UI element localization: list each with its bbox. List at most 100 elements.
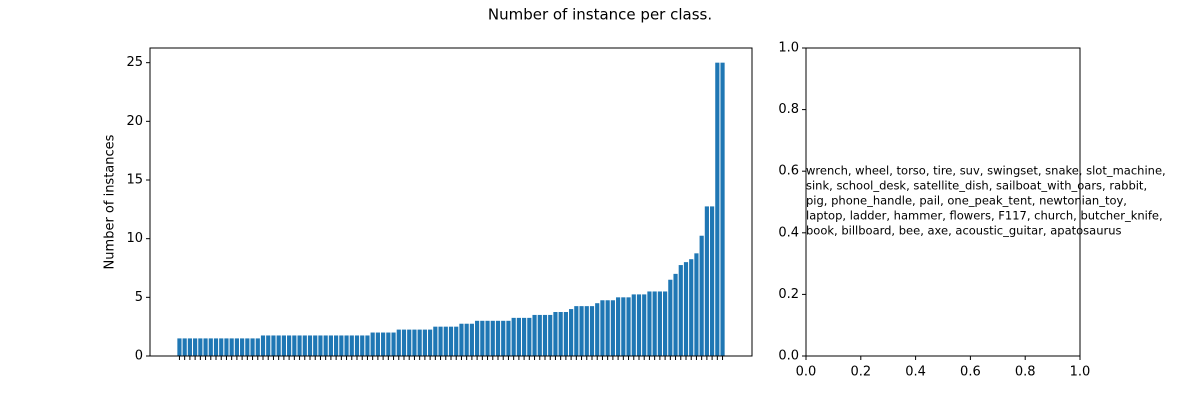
bar bbox=[715, 62, 720, 357]
bar bbox=[475, 320, 480, 356]
bar bbox=[213, 338, 219, 356]
x-tick-label: 0.8 bbox=[1015, 365, 1036, 380]
bar bbox=[537, 314, 542, 356]
bar bbox=[501, 320, 506, 356]
bar bbox=[313, 335, 318, 356]
x-tick-label: 1.0 bbox=[1070, 365, 1091, 380]
bar bbox=[339, 335, 344, 356]
bar bbox=[245, 338, 250, 356]
bar bbox=[663, 291, 668, 356]
bar bbox=[490, 320, 495, 356]
bar bbox=[673, 273, 678, 356]
bar bbox=[636, 294, 642, 356]
figure-title: Number of instance per class. bbox=[488, 6, 712, 24]
bar bbox=[454, 326, 459, 356]
x-tick-label: 0.2 bbox=[850, 365, 871, 380]
bar bbox=[657, 291, 662, 356]
bar bbox=[255, 338, 260, 356]
bar bbox=[407, 329, 412, 356]
y-tick-label: 10 bbox=[126, 231, 143, 246]
y-tick-label: 5 bbox=[135, 290, 143, 305]
bar bbox=[589, 306, 595, 356]
bar bbox=[396, 329, 401, 356]
bar bbox=[595, 303, 600, 356]
y-tick-label: 0.2 bbox=[778, 287, 799, 302]
bar bbox=[260, 335, 266, 356]
bar bbox=[720, 62, 725, 357]
bar bbox=[631, 294, 636, 356]
y-tick-label: 20 bbox=[126, 114, 143, 129]
bar bbox=[704, 206, 709, 356]
bar bbox=[647, 291, 652, 356]
bar bbox=[464, 323, 469, 356]
bar bbox=[485, 320, 490, 356]
bar bbox=[621, 297, 626, 356]
bar bbox=[234, 338, 239, 356]
bar bbox=[469, 323, 474, 356]
bar bbox=[689, 259, 694, 356]
bar bbox=[616, 297, 621, 356]
annotation: wrench, wheel, torso, tire, suv, swingse… bbox=[806, 164, 1166, 178]
bar bbox=[443, 326, 448, 356]
bar bbox=[292, 335, 297, 356]
bar bbox=[532, 314, 537, 356]
y-axis-label: Number of instances bbox=[103, 134, 118, 269]
bar bbox=[177, 338, 182, 356]
bar bbox=[307, 335, 313, 356]
bar bbox=[334, 335, 339, 356]
bar bbox=[229, 338, 234, 356]
bar bbox=[579, 306, 584, 356]
bar bbox=[281, 335, 286, 356]
bar bbox=[605, 300, 610, 356]
bar bbox=[574, 306, 579, 356]
bar bbox=[610, 300, 615, 356]
bar bbox=[417, 329, 422, 356]
bar bbox=[412, 329, 417, 356]
bar bbox=[699, 235, 704, 356]
bar bbox=[542, 314, 548, 356]
bar bbox=[506, 320, 511, 356]
bar bbox=[198, 338, 203, 356]
bar bbox=[428, 329, 433, 356]
bar bbox=[381, 332, 386, 356]
bar bbox=[459, 323, 464, 356]
bar bbox=[668, 279, 673, 356]
bar bbox=[678, 265, 683, 356]
bar bbox=[480, 320, 485, 356]
bar bbox=[240, 338, 245, 356]
bar bbox=[360, 335, 365, 356]
bar bbox=[694, 253, 699, 356]
y-tick-label: 0.6 bbox=[778, 164, 799, 179]
annotation: sink, school_desk, satellite_dish, sailb… bbox=[806, 179, 1147, 193]
bar bbox=[386, 332, 391, 356]
annotation: laptop, ladder, hammer, flowers, F117, c… bbox=[806, 209, 1163, 223]
bar bbox=[584, 306, 589, 356]
bar bbox=[193, 338, 198, 356]
bar bbox=[710, 206, 715, 356]
bar bbox=[266, 335, 271, 356]
bar bbox=[328, 335, 333, 356]
bar bbox=[287, 335, 292, 356]
bar bbox=[365, 335, 370, 356]
bar bbox=[224, 338, 229, 356]
bar bbox=[433, 326, 438, 356]
axes-frame bbox=[149, 47, 753, 357]
bar bbox=[297, 335, 302, 356]
bar bbox=[370, 332, 375, 356]
bar bbox=[448, 326, 454, 356]
bar bbox=[391, 332, 396, 356]
y-tick-label: 0.0 bbox=[778, 349, 799, 364]
bar bbox=[527, 317, 532, 356]
bar bbox=[558, 312, 563, 356]
bar bbox=[548, 314, 553, 356]
annotation: book, billboard, bee, axe, acoustic_guit… bbox=[806, 224, 1122, 238]
bar bbox=[569, 309, 574, 356]
bar bbox=[422, 329, 427, 356]
bar bbox=[318, 335, 323, 356]
axes-frame bbox=[805, 47, 1081, 357]
annotation: pig, phone_handle, pail, one_peak_tent, … bbox=[806, 194, 1127, 208]
bar bbox=[323, 335, 328, 356]
bar bbox=[626, 297, 631, 356]
x-tick-label: 0.4 bbox=[905, 365, 926, 380]
